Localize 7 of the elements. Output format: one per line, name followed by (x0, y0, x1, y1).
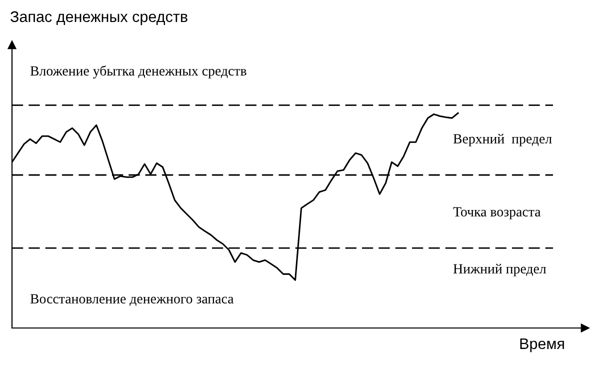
text: Вложение убытка денежных средств (30, 66, 246, 78)
text: Запас денежных средств (10, 11, 188, 26)
annotation: Нижний предел (453, 264, 546, 276)
x-axis-title: Время (520, 338, 564, 352)
annotation: Восстановление денежного запаса (30, 294, 234, 306)
annotation: Верхний предел (453, 134, 552, 146)
annotation: Точка возраста (453, 207, 541, 220)
